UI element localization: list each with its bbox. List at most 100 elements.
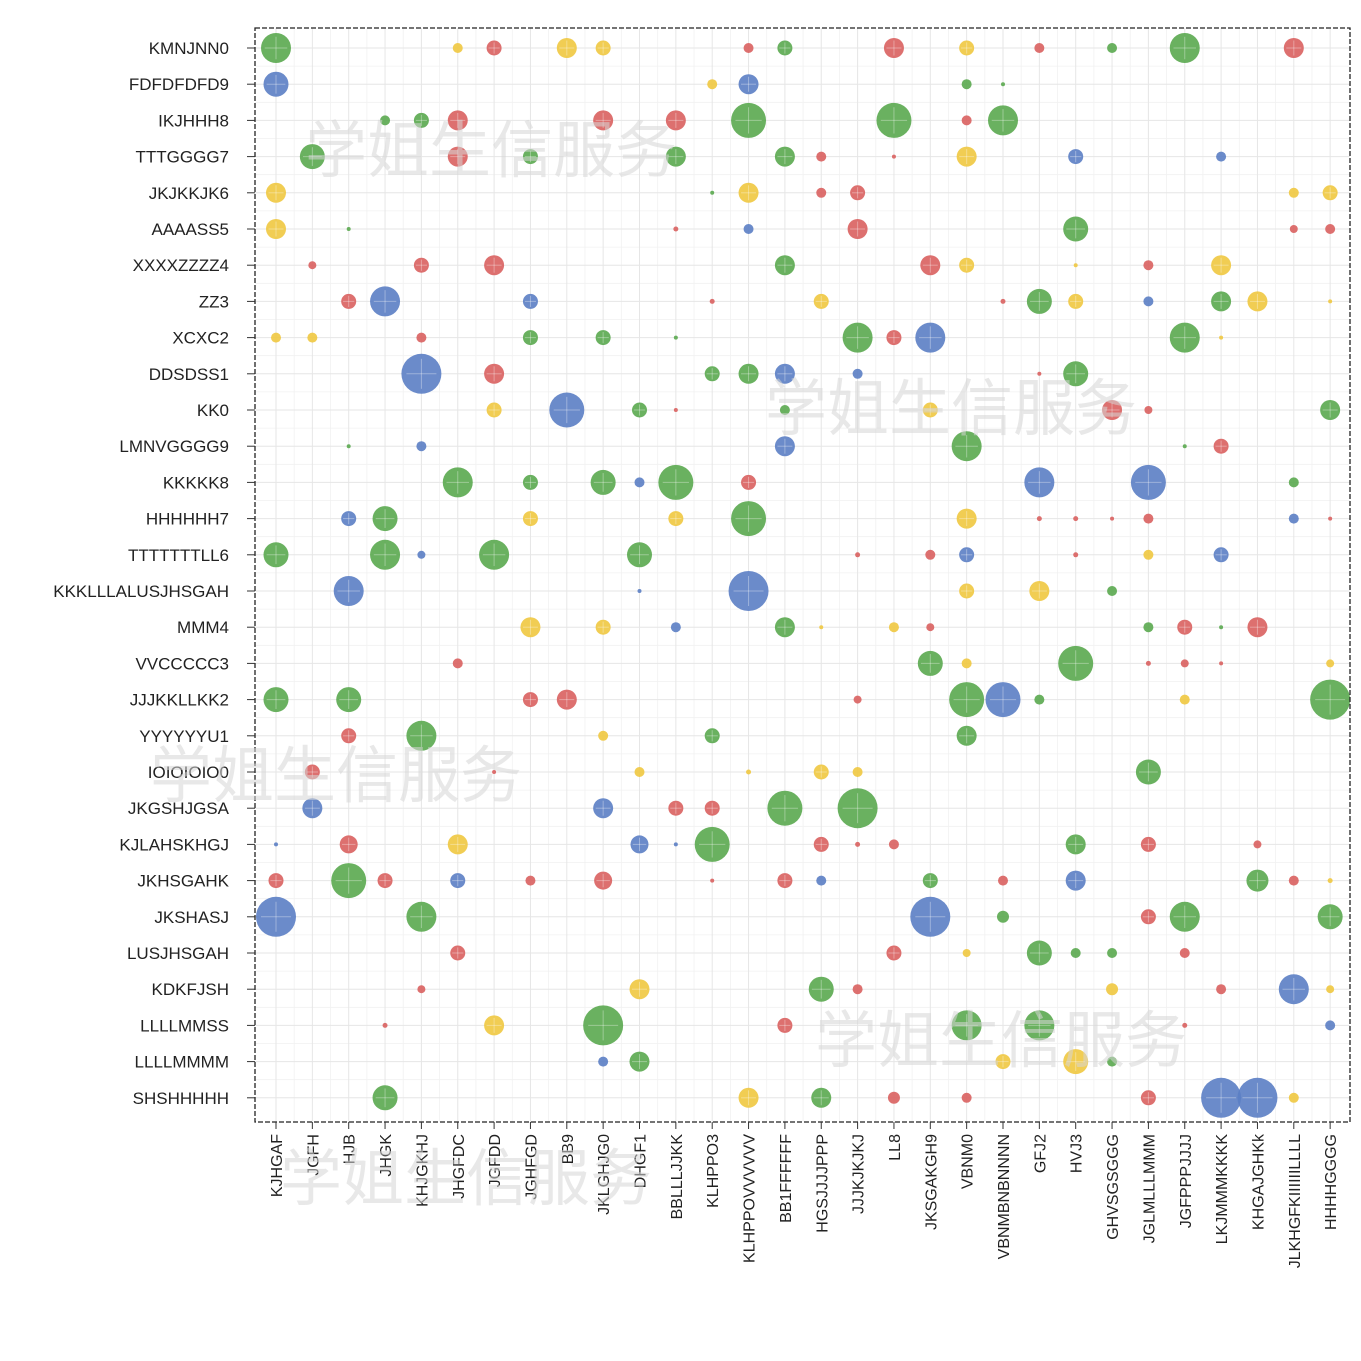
bubble xyxy=(1253,840,1262,849)
x-tick-label: JKSGAKGH9 xyxy=(923,1134,940,1230)
bubble xyxy=(484,255,505,276)
bubble xyxy=(1107,948,1118,958)
y-tick-label: KJLAHSKHGJ xyxy=(119,835,229,854)
bubble xyxy=(1140,836,1156,852)
bubble xyxy=(1107,586,1118,596)
x-tick-label: JLKHGFKIIIIIILLLL xyxy=(1287,1134,1304,1268)
x-tick-label: GHVSGSGGG xyxy=(1105,1134,1122,1240)
x-tick-label: KHGAJGHKk xyxy=(1250,1133,1267,1230)
bubble xyxy=(637,589,642,593)
bubble xyxy=(370,539,401,570)
bubble xyxy=(484,363,505,384)
bubble xyxy=(710,190,715,195)
bubble xyxy=(962,949,971,957)
bubble xyxy=(852,984,863,995)
bubble xyxy=(416,332,427,343)
bubble xyxy=(673,408,678,412)
bubble xyxy=(668,800,684,816)
bubble xyxy=(925,549,936,560)
bubble xyxy=(583,1005,624,1046)
x-tick-label: JHGK xyxy=(378,1134,395,1177)
bubble xyxy=(855,841,861,847)
bubble xyxy=(842,322,873,353)
bubble xyxy=(346,227,351,231)
bubble xyxy=(450,945,466,961)
bubble xyxy=(1169,322,1200,353)
bubble xyxy=(1130,464,1166,500)
bubble xyxy=(1288,1092,1299,1103)
bubble xyxy=(910,896,951,937)
bubble xyxy=(988,105,1018,136)
bubble xyxy=(707,79,718,90)
bubble xyxy=(336,687,362,713)
axes: KJHGAF JGFH HJB JHGK KHJGKHJ JHGFDC JGFDD JGHFG… xyxy=(53,39,1340,1268)
bubble xyxy=(1169,901,1200,932)
bubble xyxy=(995,1054,1011,1070)
bubble xyxy=(951,431,982,462)
bubble xyxy=(304,764,320,780)
bubble xyxy=(961,658,972,669)
bubble xyxy=(486,402,502,418)
bubble xyxy=(1246,869,1269,892)
bubble xyxy=(1107,1056,1118,1067)
x-tick-label: LKJMMMKKKK xyxy=(1214,1134,1231,1245)
bubble xyxy=(1106,983,1119,996)
bubble xyxy=(813,293,829,309)
bubble xyxy=(1024,467,1055,498)
y-tick-label: VVCCCCC3 xyxy=(135,654,229,673)
bubble xyxy=(985,682,1021,718)
bubble xyxy=(774,617,795,638)
bubble xyxy=(741,474,757,490)
bubble xyxy=(308,261,317,270)
bubble xyxy=(777,1017,793,1033)
x-tick-label: HJB xyxy=(342,1134,359,1164)
x-tick-label: DHGF1 xyxy=(633,1134,650,1188)
bubble xyxy=(522,511,538,527)
bubble xyxy=(738,182,759,203)
bubble xyxy=(665,110,686,131)
bubble xyxy=(486,40,502,56)
bubble xyxy=(417,985,426,994)
bubble xyxy=(1024,1010,1055,1041)
bubble xyxy=(855,552,861,558)
bubble xyxy=(694,826,730,862)
bubble xyxy=(852,767,863,777)
bubble xyxy=(1145,660,1151,666)
bubble xyxy=(1036,516,1042,522)
y-tick-label: LMNVGGGG9 xyxy=(119,437,229,456)
bubble xyxy=(590,469,616,495)
bubble xyxy=(1026,940,1052,966)
plot-background xyxy=(255,28,1350,1122)
bubble xyxy=(743,43,754,53)
bubble xyxy=(1182,444,1187,449)
bubble xyxy=(1068,293,1084,309)
bubble xyxy=(634,477,645,488)
y-tick-label: TTTTTTTLL6 xyxy=(128,546,229,565)
bubble xyxy=(731,501,767,537)
bubble xyxy=(1219,335,1224,340)
bubble xyxy=(1247,617,1268,638)
bubble xyxy=(1143,622,1154,633)
bubble xyxy=(888,839,899,850)
bubble xyxy=(1143,513,1154,524)
bubble xyxy=(1179,694,1190,705)
bubble xyxy=(961,115,972,126)
bubble xyxy=(372,1085,398,1111)
bubble xyxy=(956,508,977,529)
bubble xyxy=(593,110,614,131)
bubble xyxy=(522,293,538,309)
x-tick-label: HHHHGGGG xyxy=(1323,1134,1340,1230)
y-tick-label: JJJKKLLKK2 xyxy=(130,691,229,710)
x-tick-label: KHJGKHJ xyxy=(414,1134,431,1207)
bubble xyxy=(1201,1077,1242,1118)
bubble xyxy=(380,115,391,126)
bubble xyxy=(1102,400,1123,420)
bubble xyxy=(673,226,679,232)
bubble xyxy=(1143,549,1154,560)
bubble xyxy=(816,187,827,198)
y-tick-label: KMNJNN0 xyxy=(149,39,229,58)
bubble xyxy=(888,622,899,633)
bubble xyxy=(658,464,694,500)
y-tick-label: TTTGGGG7 xyxy=(136,148,230,167)
plot-frame xyxy=(254,27,1351,1123)
